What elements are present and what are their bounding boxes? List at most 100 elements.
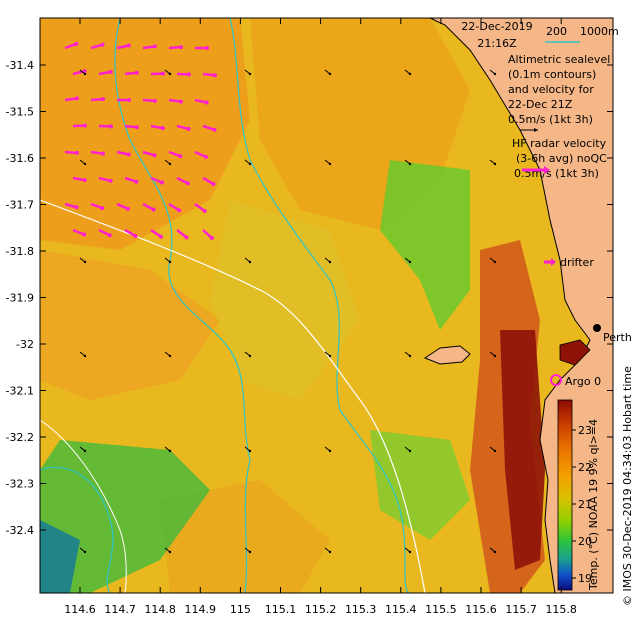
hf-arrow: [116, 202, 129, 211]
hf-arrowhead: [134, 125, 139, 130]
alt-arrowhead: [493, 449, 497, 453]
y-axis: -31.4 -31.5 -31.6 -31.7 -31.8 -31.9 -32 -32.1 -3…: [6, 59, 613, 537]
y-tick-label: -31.8: [6, 245, 34, 258]
hf-arrow: [64, 42, 77, 50]
drifter-label: drifter: [560, 256, 594, 269]
alt-arrowhead: [493, 260, 497, 264]
x-tick-label: 115.5: [425, 603, 457, 616]
alt-arrowhead: [408, 354, 412, 358]
hf-radar-arrows: [64, 41, 217, 241]
credit-text: © IMOS 30-Dec-2019 04:34:03 Hobart time: [621, 366, 634, 606]
alt-arrowhead: [83, 354, 87, 358]
hf-arrowhead: [82, 232, 87, 237]
hf-arrow: [150, 228, 162, 238]
hf-arrow: [64, 97, 78, 102]
colorbar-title: Temp. (°C) NOAA 19 9% ql>=4: [587, 419, 600, 591]
alt-legend-line-4: 22-Dec 21Z: [508, 98, 573, 111]
hf-arrow: [116, 44, 129, 50]
hf-arrowhead: [74, 150, 79, 155]
x-tick-label: 114.7: [104, 603, 136, 616]
contour-label-200: 200: [546, 25, 567, 38]
perth-label: Perth: [603, 331, 632, 344]
hf-arrowhead: [134, 179, 139, 184]
plot-frame: [39, 17, 614, 594]
cold-patch-corner: [40, 520, 80, 593]
y-tick-label: -32: [16, 338, 34, 351]
alt-arrowhead: [168, 162, 172, 166]
contour-deep: [40, 466, 114, 593]
x-tick-label: 114.9: [185, 603, 217, 616]
hf-arrowhead: [82, 123, 87, 128]
hf-arrowhead: [100, 42, 105, 47]
hf-arrow: [150, 176, 163, 184]
hf-arrowhead: [205, 46, 209, 50]
hf-arrowhead: [127, 98, 131, 102]
hf-arrowhead: [108, 69, 113, 74]
alt-arrowhead: [248, 550, 252, 554]
alt-arrowhead: [493, 550, 497, 554]
hf-arrow: [124, 228, 137, 238]
hf-arrowhead: [108, 124, 113, 129]
altimetry-arrows: [79, 69, 497, 554]
sst-map: [40, 18, 613, 593]
colorbar-scale: [557, 399, 573, 591]
hf-arrowhead: [74, 205, 79, 210]
cool-patch-rottnest: [380, 160, 470, 330]
hf-legend-line-1: HF radar velocity: [512, 137, 607, 150]
hf-arrow: [116, 150, 129, 156]
hf-arrowhead: [209, 236, 214, 241]
alt-arrowhead: [408, 550, 412, 554]
map-date: 22-Dec-2019: [461, 20, 532, 33]
hf-arrow: [168, 45, 182, 50]
alt-arrowhead: [248, 449, 252, 453]
y-tick-label: -32.3: [6, 478, 34, 491]
y-tick-label: -32.1: [6, 385, 34, 398]
alt-arrowhead: [248, 260, 252, 264]
alt-legend-line-1: Altimetric sealevel: [508, 53, 610, 66]
drifter-legend-arrowhead: [551, 258, 556, 266]
alt-arrowhead: [328, 260, 332, 264]
y-tick-label: -32.4: [6, 524, 34, 537]
cool-patch-southwest: [40, 440, 210, 593]
hf-arrowhead: [107, 233, 112, 238]
alt-arrowhead: [408, 72, 412, 76]
colorbar-tick-label: 21: [578, 498, 592, 511]
hf-arrowhead: [178, 154, 183, 159]
warm-region-west: [40, 250, 220, 400]
y-tick-label: -31.4: [6, 59, 34, 72]
hf-arrowhead: [185, 181, 190, 186]
alt-legend-line-5: 0.5m/s (1kt 3h): [508, 113, 593, 126]
hf-arrowhead: [108, 178, 113, 183]
hf-arrowhead: [100, 97, 105, 102]
hf-arrow: [194, 98, 207, 104]
x-tick-label: 115.1: [265, 603, 297, 616]
hf-arrowhead: [212, 127, 217, 132]
x-tick-label: 115.4: [385, 603, 417, 616]
hf-arrowhead: [152, 44, 157, 49]
hf-arrowhead: [160, 126, 165, 131]
map-time: 21:16Z: [477, 37, 517, 50]
hf-arrowhead: [74, 96, 79, 101]
hf-arrowhead: [202, 209, 207, 214]
swan-river: [559, 339, 591, 366]
alt-arrowhead: [83, 449, 87, 453]
hf-legend-arrowhead: [544, 166, 550, 174]
hf-arrowhead: [178, 99, 183, 104]
hf-arrowhead: [211, 182, 216, 186]
mid-temp-region: [210, 200, 360, 400]
hf-arrowhead: [133, 234, 138, 238]
hf-arrow: [142, 98, 156, 103]
x-tick-label: 114.8: [144, 603, 176, 616]
hf-arrowhead: [160, 71, 165, 76]
hf-arrowhead: [186, 126, 191, 131]
rottnest-island: [423, 345, 471, 365]
y-tick-label: -31.7: [6, 199, 34, 212]
x-tick-label: 115.3: [345, 603, 377, 616]
hf-arrowhead: [125, 206, 130, 211]
x-tick-label: 115.2: [305, 603, 337, 616]
alt-arrowhead: [493, 162, 497, 166]
alt-arrowhead: [328, 354, 332, 358]
perth-marker: [593, 324, 601, 332]
contour-1000m: [114, 18, 251, 593]
alt-legend-line-3: and velocity for: [508, 83, 594, 96]
